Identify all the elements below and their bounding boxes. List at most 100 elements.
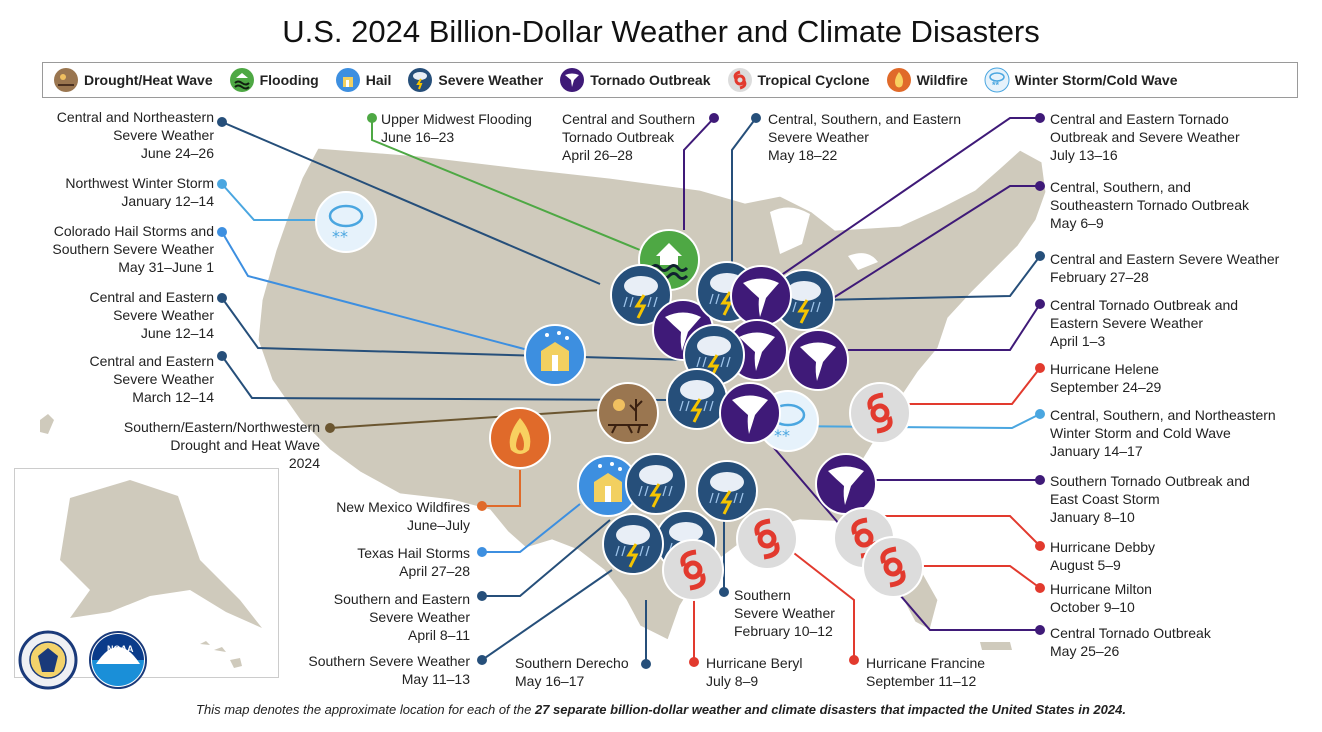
legend: Drought/Heat Wave Flooding Hail Severe W…: [42, 62, 1298, 98]
svg-text:**: **: [992, 80, 1000, 90]
event-label-e2: Northwest Winter Storm January 12–14: [65, 175, 214, 209]
connector-e17: [789, 549, 855, 660]
tropical-cyclone-icon[interactable]: [850, 383, 910, 443]
map-title: U.S. 2024 Billion-Dollar Weather and Cli…: [282, 14, 1040, 49]
event-label-e19: Central, Southern, and Southeastern Torna…: [1050, 179, 1249, 231]
tornado-icon[interactable]: [730, 265, 792, 327]
connector-e10: [481, 569, 613, 661]
alaska-hawaii-inset: [14, 468, 279, 678]
wildfire-icon: [886, 68, 911, 92]
connector-e3: [221, 231, 529, 351]
connector-e20: [819, 255, 1041, 301]
event-label-e12: Central and Southern Tornado Outbreak Apri…: [562, 111, 696, 163]
event-label-e11: Upper Midwest Flooding June 16–23: [381, 111, 532, 145]
severe-weather-icon: [408, 68, 433, 92]
noaa-logo: NOAA: [89, 631, 147, 689]
svg-text:NOAA: NOAA: [107, 644, 134, 654]
legend-wildfire: Wildfire: [886, 67, 968, 93]
event-label-e25: Hurricane Debby August 5–9: [1050, 539, 1156, 573]
connector-e26: [900, 565, 1041, 589]
legend-severe-weather: Severe Weather: [407, 67, 543, 93]
alaska: [60, 480, 262, 628]
connector-e7: [482, 470, 521, 507]
drought-icon: [54, 68, 78, 92]
connector-e5: [221, 355, 671, 401]
connector-e21: [848, 303, 1041, 351]
connector-e6: [329, 409, 601, 429]
tornado-icon: [560, 68, 585, 92]
department-of-commerce-seal: [18, 630, 78, 690]
hail-icon[interactable]: [524, 324, 586, 386]
connector-e8: [482, 503, 581, 553]
footer-note: This map denotes the approximate locatio…: [0, 702, 1322, 717]
tornado-icon[interactable]: [787, 329, 849, 391]
event-label-e7: New Mexico Wildfires June–July: [336, 499, 470, 533]
connector-e27: [749, 419, 1040, 631]
severe-weather-icon[interactable]: [624, 452, 688, 516]
great-lakes: [770, 207, 878, 270]
guam: [40, 414, 54, 434]
tropical-cyclone-icon[interactable]: [863, 537, 923, 597]
legend-label: Drought/Heat Wave: [84, 72, 213, 88]
event-label-e15: Hurricane Beryl July 8–9: [706, 655, 803, 689]
connector-e9: [482, 519, 611, 597]
legend-hail: Hail: [335, 67, 392, 93]
connector-e22: [880, 367, 1041, 405]
legend-drought: Drought/Heat Wave: [53, 67, 213, 93]
connector-e11: [371, 118, 641, 251]
event-label-e21: Central Tornado Outbreak and Eastern Seve…: [1050, 297, 1239, 349]
legend-flooding: Flooding: [229, 67, 319, 93]
tropical-cyclone-icon[interactable]: [737, 509, 797, 569]
severe-weather-icon[interactable]: [601, 512, 665, 576]
event-label-e27: Central Tornado Outbreak May 25–26: [1050, 625, 1211, 659]
event-label-e18: Central and Eastern Tornado Outbreak and …: [1050, 111, 1240, 163]
winter-storm-icon[interactable]: [314, 190, 378, 254]
legend-label: Tropical Cyclone: [757, 72, 870, 88]
legend-label: Flooding: [259, 72, 319, 88]
event-label-e23: Central, Southern, and Northeastern Winte…: [1050, 407, 1276, 459]
event-label-e20: Central and Eastern Severe Weather Februa…: [1050, 251, 1280, 285]
hawaii: [200, 641, 242, 668]
event-label-e24: Southern Tornado Outbreak and East Coast …: [1050, 473, 1250, 525]
event-label-e1: Central and Northeastern Severe Weather Ju…: [56, 109, 214, 161]
legend-tropical-cyclone: Tropical Cyclone: [727, 67, 870, 93]
puerto-rico: [980, 642, 1012, 650]
event-label-e10: Southern Severe Weather May 11–13: [308, 653, 470, 687]
event-label-e4: Central and Eastern Severe Weather June 12…: [89, 289, 214, 341]
legend-winter-storm: ** Winter Storm/Cold Wave: [984, 67, 1177, 93]
event-label-e16: Southern Severe Weather February 10–12: [734, 587, 835, 639]
drought-icon[interactable]: [597, 382, 659, 444]
event-label-e9: Southern and Eastern Severe Weather April …: [333, 591, 470, 643]
hail-icon: [335, 68, 360, 92]
event-label-e17: Hurricane Francine September 11–12: [866, 655, 986, 689]
event-label-e14: Southern Derecho May 16–17: [515, 655, 629, 689]
tropical-cyclone-icon[interactable]: [663, 540, 723, 600]
connector-e12: [683, 117, 715, 230]
connector-e1: [221, 121, 601, 285]
connector-e18: [779, 117, 1040, 277]
tornado-icon[interactable]: [815, 453, 877, 515]
event-label-e8: Texas Hail Storms April 27–28: [357, 545, 470, 579]
severe-weather-icon[interactable]: [695, 459, 759, 523]
legend-label: Wildfire: [916, 72, 968, 88]
legend-label: Tornado Outbreak: [590, 72, 711, 88]
connector-e19: [829, 185, 1040, 301]
event-label-e6: Southern/Eastern/Northwestern Drought and…: [123, 419, 320, 471]
event-label-e13: Central, Southern, and Eastern Severe Wea…: [768, 111, 962, 163]
event-label-e5: Central and Eastern Severe Weather March 1…: [89, 353, 214, 405]
connector-e25: [870, 515, 1041, 547]
footer-bold: 27 separate billion-dollar weather and c…: [534, 702, 1126, 717]
severe-weather-icon[interactable]: [665, 367, 729, 431]
event-label-e22: Hurricane Helene September 24–29: [1050, 361, 1162, 395]
connector-e13: [731, 117, 757, 262]
legend-label: Hail: [365, 72, 392, 88]
event-label-e3: Colorado Hail Storms and Southern Severe …: [52, 223, 214, 275]
legend-tornado: Tornado Outbreak: [559, 67, 711, 93]
tornado-icon[interactable]: [719, 382, 781, 444]
tropical-cyclone-icon: [727, 68, 752, 92]
footer-prefix: This map denotes the approximate locatio…: [196, 702, 535, 717]
event-label-e26: Hurricane Milton October 9–10: [1050, 581, 1152, 615]
wildfire-icon[interactable]: [489, 407, 551, 469]
winter-storm-icon: **: [984, 67, 1010, 93]
